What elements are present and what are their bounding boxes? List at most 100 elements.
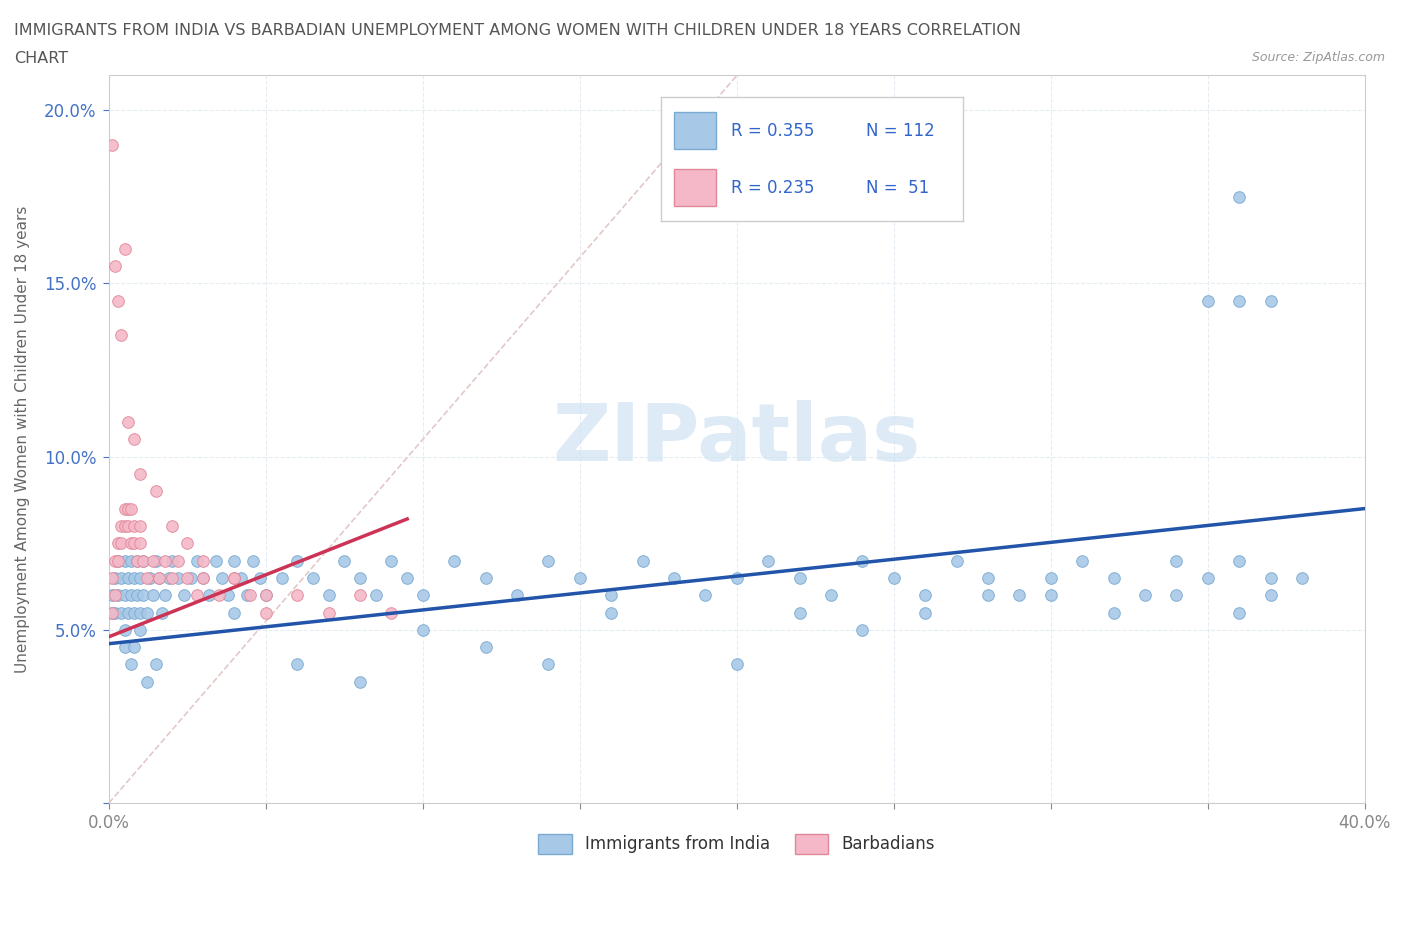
Point: [318, 588, 340, 603]
Point: [1071, 553, 1094, 568]
Point: [160, 518, 183, 533]
Point: [107, 553, 129, 568]
Point: [1166, 588, 1188, 603]
Point: [945, 553, 967, 568]
Point: [114, 241, 136, 256]
Point: [662, 570, 685, 585]
Point: [107, 553, 129, 568]
Point: [1039, 570, 1062, 585]
Text: CHART: CHART: [14, 51, 67, 66]
Point: [117, 501, 139, 516]
Point: [270, 570, 292, 585]
Point: [110, 536, 132, 551]
Point: [285, 658, 308, 672]
Point: [150, 605, 173, 620]
Point: [211, 570, 233, 585]
Point: [110, 328, 132, 343]
Point: [349, 674, 371, 689]
Point: [333, 553, 356, 568]
Point: [101, 605, 124, 620]
Point: [148, 570, 170, 585]
Point: [851, 553, 873, 568]
Point: [114, 622, 136, 637]
Point: [412, 588, 434, 603]
Point: [127, 588, 149, 603]
Point: [145, 553, 167, 568]
Point: [224, 605, 246, 620]
Point: [167, 553, 190, 568]
Point: [129, 536, 152, 551]
Point: [120, 658, 142, 672]
Point: [977, 570, 1000, 585]
Point: [1039, 588, 1062, 603]
Point: [1166, 553, 1188, 568]
Point: [914, 605, 936, 620]
Point: [117, 415, 139, 430]
Point: [135, 605, 157, 620]
Point: [122, 640, 145, 655]
Point: [122, 432, 145, 446]
Text: Source: ZipAtlas.com: Source: ZipAtlas.com: [1251, 51, 1385, 64]
Point: [101, 588, 124, 603]
Point: [789, 570, 811, 585]
Point: [242, 553, 264, 568]
Point: [191, 553, 214, 568]
Point: [120, 501, 142, 516]
Point: [600, 588, 623, 603]
Point: [506, 588, 529, 603]
Point: [104, 570, 127, 585]
Point: [117, 518, 139, 533]
Point: [114, 588, 136, 603]
Point: [107, 293, 129, 308]
Point: [132, 553, 155, 568]
Point: [1102, 570, 1125, 585]
Point: [138, 570, 160, 585]
Point: [186, 588, 208, 603]
Point: [191, 570, 214, 585]
Point: [380, 605, 402, 620]
Point: [1227, 605, 1250, 620]
Point: [129, 622, 152, 637]
Point: [127, 553, 149, 568]
Point: [110, 518, 132, 533]
Point: [789, 605, 811, 620]
Point: [302, 570, 325, 585]
Point: [101, 570, 124, 585]
Point: [380, 553, 402, 568]
Point: [1197, 293, 1219, 308]
Point: [412, 622, 434, 637]
Point: [725, 570, 748, 585]
Point: [285, 553, 308, 568]
Point: [155, 588, 177, 603]
Point: [191, 570, 214, 585]
Point: [110, 570, 132, 585]
Text: ZIPatlas: ZIPatlas: [553, 400, 921, 478]
Point: [977, 588, 1000, 603]
Point: [1260, 588, 1282, 603]
Point: [537, 553, 560, 568]
Point: [122, 605, 145, 620]
Point: [600, 605, 623, 620]
Point: [568, 570, 591, 585]
Point: [236, 588, 259, 603]
Point: [883, 570, 905, 585]
Point: [129, 518, 152, 533]
Point: [695, 588, 717, 603]
Point: [107, 588, 129, 603]
Point: [122, 536, 145, 551]
Point: [101, 138, 124, 153]
Point: [396, 570, 419, 585]
Point: [349, 588, 371, 603]
Point: [285, 588, 308, 603]
Point: [1133, 588, 1156, 603]
Point: [1260, 570, 1282, 585]
Point: [132, 553, 155, 568]
Point: [142, 553, 165, 568]
Point: [135, 674, 157, 689]
Point: [208, 588, 231, 603]
Point: [120, 536, 142, 551]
Point: [145, 658, 167, 672]
Point: [474, 640, 496, 655]
Point: [914, 588, 936, 603]
Point: [198, 588, 221, 603]
